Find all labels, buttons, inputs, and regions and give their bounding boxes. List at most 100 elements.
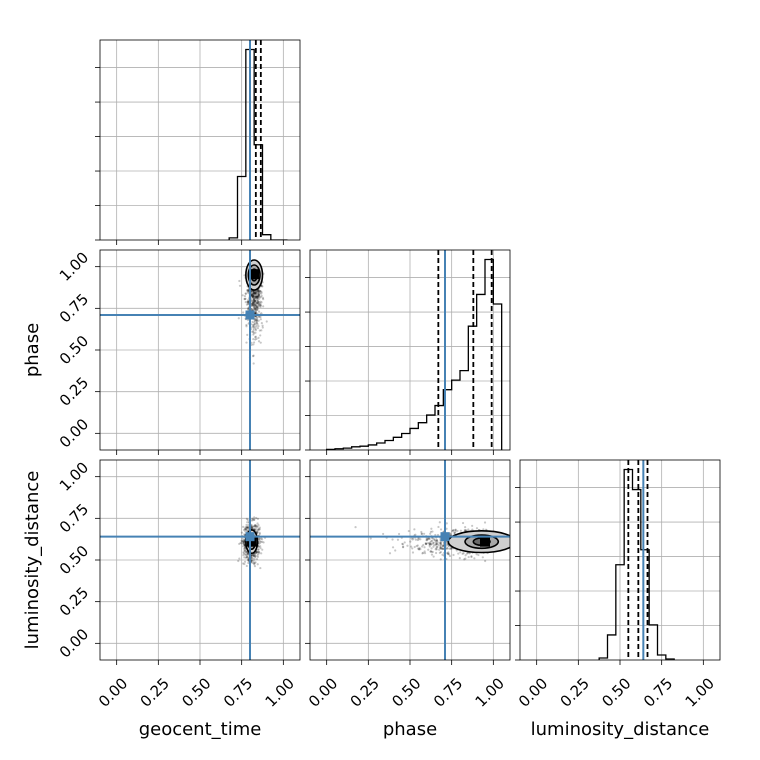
scatter-point — [255, 321, 258, 324]
scatter-point — [401, 543, 405, 546]
scatter-point — [251, 302, 254, 306]
scatter-point — [416, 547, 420, 550]
scatter-point — [258, 538, 261, 541]
scatter-point — [244, 292, 247, 295]
scatter-point — [251, 293, 254, 296]
y-tick-label: 1.00 — [56, 458, 92, 494]
scatter-point — [246, 319, 250, 322]
scatter-point — [471, 528, 474, 531]
scatter-point — [254, 303, 257, 307]
scatter-point — [253, 292, 256, 295]
scatter-point — [247, 557, 250, 560]
scatter-point — [254, 291, 257, 294]
scatter-point — [252, 323, 255, 326]
data-layer — [100, 40, 675, 660]
scatter-point — [458, 557, 461, 560]
scatter-point — [253, 293, 256, 296]
scatter-point — [247, 301, 250, 304]
scatter-point — [250, 556, 253, 559]
scatter-point — [254, 327, 257, 331]
scatter-point — [246, 291, 249, 294]
scatter-point — [258, 294, 261, 297]
scatter-point — [435, 539, 438, 542]
scatter-point — [254, 295, 257, 298]
scatter-point — [252, 296, 255, 299]
scatter-point — [461, 552, 464, 556]
scatter-point — [238, 284, 242, 287]
scatter-point — [435, 545, 438, 548]
scatter-point — [258, 551, 261, 554]
scatter-point — [245, 555, 248, 559]
scatter-point — [257, 295, 260, 298]
scatter-point — [423, 552, 427, 555]
scatter-point — [255, 304, 258, 307]
scatter-point — [252, 290, 255, 294]
scatter-point — [430, 527, 433, 530]
scatter-point — [452, 529, 455, 532]
scatter-point — [260, 284, 263, 288]
scatter-point — [431, 550, 434, 554]
scatter-point — [423, 546, 426, 549]
scatter-point — [475, 527, 479, 530]
scatter-point — [421, 545, 424, 548]
scatter-point — [256, 307, 259, 310]
scatter-point — [441, 544, 444, 547]
scatter-point — [258, 304, 261, 307]
scatter-point — [420, 532, 424, 535]
histogram-step — [326, 258, 503, 450]
scatter-point — [391, 546, 395, 549]
scatter-point — [456, 529, 459, 533]
scatter-point — [253, 305, 256, 309]
scatter-point — [250, 299, 253, 303]
scatter-point — [261, 548, 264, 551]
scatter-point — [257, 548, 260, 551]
scatter-point — [467, 555, 470, 559]
scatter-point — [252, 295, 255, 298]
scatter-point — [252, 554, 255, 557]
scatter-point — [245, 528, 249, 531]
x-tick-label: 1.00 — [262, 674, 298, 710]
scatter-point — [440, 546, 443, 550]
scatter-point — [246, 553, 249, 557]
scatter-point — [238, 542, 241, 546]
scatter-point — [253, 323, 256, 326]
scatter-point — [252, 290, 255, 293]
scatter-point — [255, 302, 258, 305]
scatter-point — [250, 525, 254, 528]
truth-marker — [245, 310, 255, 320]
scatter-point — [445, 522, 448, 525]
scatter-point — [432, 542, 435, 545]
scatter-point — [402, 545, 405, 548]
scatter-point — [257, 324, 260, 328]
scatter-point — [246, 300, 249, 303]
scatter-point — [256, 530, 259, 533]
scatter-point — [239, 541, 242, 545]
scatter-point — [251, 295, 254, 298]
scatter-point — [247, 308, 250, 311]
x-tick-label: 0.75 — [430, 674, 466, 710]
scatter-point — [253, 561, 256, 564]
scatter-point — [429, 541, 432, 544]
scatter-point — [255, 297, 258, 300]
scatter-point — [436, 541, 439, 544]
scatter-point — [260, 552, 263, 555]
scatter-point — [421, 552, 424, 555]
scatter-point — [258, 528, 261, 531]
scatter-point — [254, 311, 258, 314]
scatter-point — [262, 305, 265, 308]
scatter-point — [246, 555, 249, 558]
scatter-point — [254, 295, 257, 298]
scatter-point — [452, 553, 455, 557]
scatter-point — [244, 297, 247, 300]
scatter-point — [439, 546, 442, 550]
scatter-point — [252, 324, 255, 327]
scatter-point — [253, 528, 257, 531]
scatter-point — [255, 551, 258, 554]
scatter-point — [238, 279, 241, 283]
scatter-point — [255, 290, 258, 293]
scatter-point — [427, 541, 430, 545]
scatter-point — [257, 289, 260, 292]
scatter-point — [245, 325, 248, 328]
scatter-point — [253, 304, 256, 307]
scatter-point — [252, 294, 255, 298]
